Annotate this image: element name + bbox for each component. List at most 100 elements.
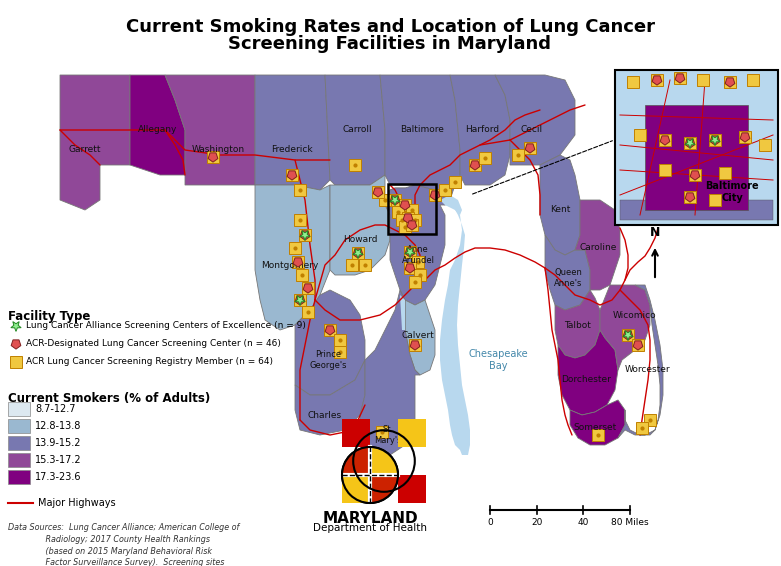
Bar bbox=[342, 419, 370, 447]
Polygon shape bbox=[342, 447, 370, 475]
Polygon shape bbox=[540, 155, 580, 255]
Bar bbox=[289, 242, 301, 254]
Bar bbox=[402, 212, 414, 224]
Polygon shape bbox=[570, 400, 625, 445]
Bar bbox=[404, 246, 416, 258]
Text: Major Highways: Major Highways bbox=[38, 498, 116, 508]
Bar bbox=[479, 152, 491, 164]
Bar bbox=[409, 339, 421, 351]
Bar bbox=[739, 131, 751, 143]
Bar bbox=[406, 219, 418, 231]
Bar bbox=[10, 356, 22, 368]
Text: Current Smoking Rates and Location of Lung Cancer: Current Smoking Rates and Location of Lu… bbox=[126, 18, 654, 36]
Polygon shape bbox=[11, 321, 21, 332]
Text: Baltimore
City: Baltimore City bbox=[705, 181, 759, 203]
Text: Montgomery: Montgomery bbox=[262, 260, 319, 269]
Text: Data Sources:  Lung Cancer Alliance; American College of
               Radiolog: Data Sources: Lung Cancer Alliance; Amer… bbox=[8, 523, 239, 566]
Bar bbox=[592, 429, 604, 441]
Bar bbox=[406, 204, 418, 216]
Text: Talbot: Talbot bbox=[565, 320, 591, 329]
Bar bbox=[659, 134, 671, 146]
Bar bbox=[644, 414, 656, 426]
Polygon shape bbox=[685, 139, 695, 148]
Polygon shape bbox=[440, 200, 470, 455]
Bar bbox=[689, 169, 701, 181]
Polygon shape bbox=[165, 75, 255, 185]
Bar bbox=[296, 269, 308, 281]
Text: MARYLAND: MARYLAND bbox=[323, 511, 418, 526]
Polygon shape bbox=[330, 175, 390, 275]
Bar bbox=[207, 151, 219, 163]
Polygon shape bbox=[675, 74, 685, 83]
Text: 12.8-13.8: 12.8-13.8 bbox=[35, 421, 81, 431]
Text: Queen
Anne's: Queen Anne's bbox=[554, 268, 582, 288]
Polygon shape bbox=[295, 296, 305, 305]
Text: Dorchester: Dorchester bbox=[561, 375, 611, 384]
Bar bbox=[389, 194, 401, 206]
Bar bbox=[294, 184, 306, 196]
Polygon shape bbox=[545, 235, 590, 310]
Bar bbox=[8, 453, 30, 467]
Bar bbox=[372, 186, 384, 198]
Text: 8.7-12.7: 8.7-12.7 bbox=[35, 404, 76, 414]
Bar bbox=[634, 129, 646, 141]
Text: 17.3-23.6: 17.3-23.6 bbox=[35, 472, 81, 482]
Bar bbox=[412, 256, 424, 268]
Bar bbox=[719, 167, 731, 179]
Bar bbox=[409, 276, 421, 288]
Polygon shape bbox=[430, 191, 440, 200]
Bar bbox=[388, 184, 436, 234]
Text: Harford: Harford bbox=[465, 126, 499, 135]
Polygon shape bbox=[685, 193, 695, 202]
Bar bbox=[524, 142, 536, 154]
Polygon shape bbox=[623, 331, 633, 340]
Text: ACR-Designated Lung Cancer Screening Center (n = 46): ACR-Designated Lung Cancer Screening Cen… bbox=[26, 340, 281, 349]
Polygon shape bbox=[407, 221, 417, 230]
Text: ACR Lung Cancer Screening Registry Member (n = 64): ACR Lung Cancer Screening Registry Membe… bbox=[26, 358, 273, 367]
Bar bbox=[8, 470, 30, 484]
Polygon shape bbox=[575, 200, 620, 290]
Bar bbox=[512, 149, 524, 161]
Bar bbox=[376, 426, 388, 438]
Polygon shape bbox=[255, 75, 330, 190]
Text: Facility Type: Facility Type bbox=[8, 310, 91, 323]
Bar bbox=[615, 70, 778, 225]
Bar bbox=[429, 189, 441, 201]
Text: Somerset: Somerset bbox=[573, 423, 617, 432]
Bar bbox=[294, 214, 306, 226]
Bar bbox=[359, 259, 371, 271]
Polygon shape bbox=[618, 285, 663, 438]
Polygon shape bbox=[710, 136, 720, 145]
Bar bbox=[674, 72, 686, 84]
Bar bbox=[684, 137, 696, 149]
Bar bbox=[659, 164, 671, 176]
Text: Anne
Arundel: Anne Arundel bbox=[401, 245, 434, 265]
Text: Department of Health: Department of Health bbox=[313, 523, 427, 533]
Polygon shape bbox=[623, 331, 633, 340]
Polygon shape bbox=[725, 78, 735, 87]
Polygon shape bbox=[440, 195, 462, 215]
Bar bbox=[324, 324, 336, 336]
Bar bbox=[8, 436, 30, 450]
Bar bbox=[286, 169, 298, 181]
Text: 15.3-17.2: 15.3-17.2 bbox=[35, 455, 82, 465]
Text: 80 Miles: 80 Miles bbox=[612, 518, 649, 527]
Polygon shape bbox=[209, 153, 218, 162]
Bar bbox=[302, 282, 314, 294]
Bar bbox=[414, 269, 426, 281]
Polygon shape bbox=[370, 475, 398, 503]
Polygon shape bbox=[405, 264, 415, 273]
Polygon shape bbox=[342, 475, 370, 503]
Bar bbox=[627, 76, 639, 88]
Polygon shape bbox=[410, 341, 420, 350]
Bar bbox=[399, 199, 411, 211]
Polygon shape bbox=[300, 230, 310, 241]
Bar bbox=[302, 306, 314, 318]
Polygon shape bbox=[710, 136, 720, 145]
Bar bbox=[632, 339, 644, 351]
Bar bbox=[404, 262, 416, 274]
Polygon shape bbox=[295, 295, 305, 306]
Text: Cecil: Cecil bbox=[521, 126, 543, 135]
Bar bbox=[352, 247, 364, 259]
Polygon shape bbox=[353, 249, 363, 258]
